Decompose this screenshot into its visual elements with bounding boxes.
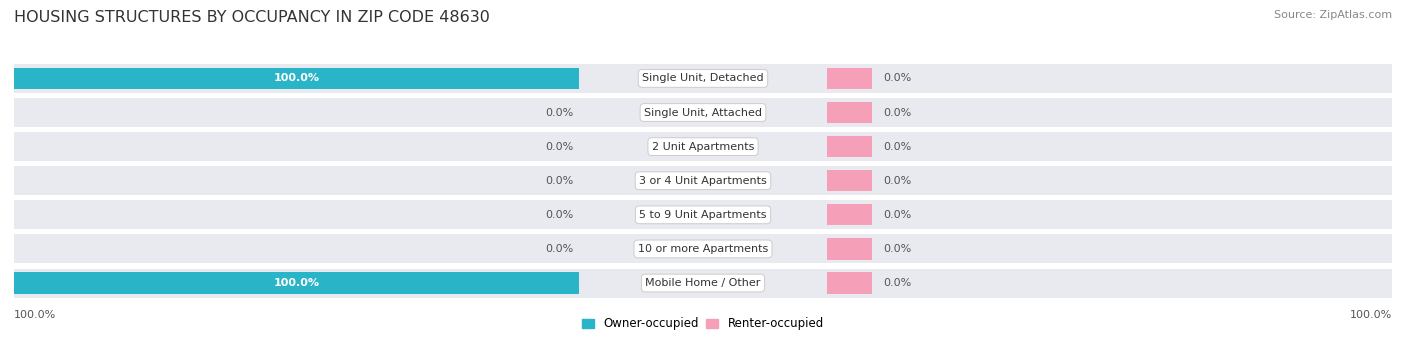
Bar [579,235,827,263]
Legend: Owner-occupied, Renter-occupied: Owner-occupied, Renter-occupied [578,313,828,335]
Text: 0.0%: 0.0% [546,176,574,186]
Bar [14,200,579,229]
Bar [827,272,872,294]
Text: 5 to 9 Unit Apartments: 5 to 9 Unit Apartments [640,210,766,220]
Bar [579,98,827,127]
Bar [827,238,872,260]
Bar [827,170,872,191]
Text: 0.0%: 0.0% [546,244,574,254]
Text: 3 or 4 Unit Apartments: 3 or 4 Unit Apartments [640,176,766,186]
Bar [14,68,579,89]
Bar [14,166,579,195]
Text: 2 Unit Apartments: 2 Unit Apartments [652,142,754,152]
Bar [14,98,579,127]
Text: 0.0%: 0.0% [883,142,911,152]
Text: Single Unit, Attached: Single Unit, Attached [644,107,762,118]
Text: 0.0%: 0.0% [883,210,911,220]
Bar [579,166,827,195]
Bar [579,64,827,93]
Bar [579,132,827,161]
Bar [827,235,1392,263]
Bar [14,272,579,294]
Text: 100.0%: 100.0% [274,73,319,84]
Text: Source: ZipAtlas.com: Source: ZipAtlas.com [1274,10,1392,20]
Bar [827,132,1392,161]
Bar [827,269,1392,297]
Text: 100.0%: 100.0% [14,310,56,320]
Text: 0.0%: 0.0% [883,176,911,186]
Text: 0.0%: 0.0% [883,244,911,254]
Text: Single Unit, Detached: Single Unit, Detached [643,73,763,84]
Bar [827,102,872,123]
Text: 100.0%: 100.0% [274,278,319,288]
Bar [14,269,579,297]
Text: 0.0%: 0.0% [546,210,574,220]
Text: HOUSING STRUCTURES BY OCCUPANCY IN ZIP CODE 48630: HOUSING STRUCTURES BY OCCUPANCY IN ZIP C… [14,10,489,25]
Bar [827,98,1392,127]
Bar [14,235,579,263]
Bar [14,132,579,161]
Bar [579,269,827,297]
Text: Mobile Home / Other: Mobile Home / Other [645,278,761,288]
Text: 0.0%: 0.0% [546,142,574,152]
Bar [827,166,1392,195]
Bar [827,64,1392,93]
Bar [827,204,872,225]
Bar [827,136,872,157]
Bar [14,64,579,93]
Bar [827,200,1392,229]
Text: 0.0%: 0.0% [883,107,911,118]
Text: 0.0%: 0.0% [883,73,911,84]
Text: 10 or more Apartments: 10 or more Apartments [638,244,768,254]
Text: 100.0%: 100.0% [1350,310,1392,320]
Text: 0.0%: 0.0% [546,107,574,118]
Text: 0.0%: 0.0% [883,278,911,288]
Bar [827,68,872,89]
Bar [579,200,827,229]
